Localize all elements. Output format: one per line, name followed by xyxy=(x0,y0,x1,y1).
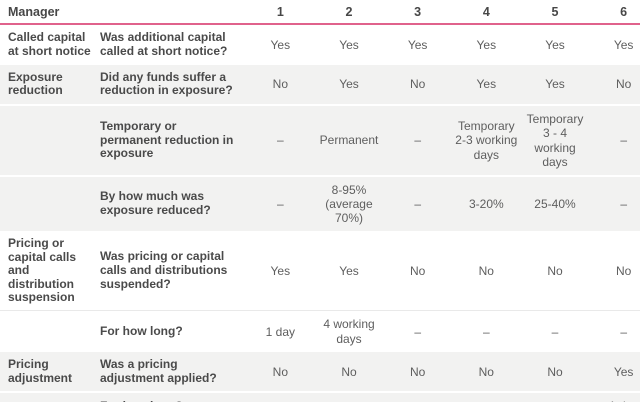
table-row: Exposure reduction Did any funds suffer a… xyxy=(0,64,640,105)
value-cell: Temporary 3 - 4 working days xyxy=(526,112,584,169)
manager-column-header: 5 xyxy=(551,5,559,19)
row-question: Did any funds suffer a reduction in expo… xyxy=(100,69,233,98)
value-cell: – xyxy=(551,324,559,339)
value-cell: No xyxy=(409,263,426,278)
value-cell: – xyxy=(414,324,421,339)
manager-column-header: 3 xyxy=(414,5,422,19)
value-cell: – xyxy=(620,324,627,339)
table-row: Called capital at short notice Was additi… xyxy=(0,25,640,65)
value-cell: Yes xyxy=(339,263,359,278)
value-cell: 25-40% xyxy=(534,196,576,211)
value-cell: Yes xyxy=(545,77,565,92)
value-cell: – xyxy=(620,196,627,211)
manager-header-label: Manager xyxy=(8,5,60,19)
row-group-label: Pricing adjustment xyxy=(8,357,73,385)
value-cell: No xyxy=(547,263,563,278)
value-cell: Yes xyxy=(270,37,291,52)
value-cell: 4 working days xyxy=(323,317,375,346)
manager-column-header: 2 xyxy=(345,5,353,19)
value-cell: Yes xyxy=(270,263,291,278)
row-question: Temporary or permanent reduction in expo… xyxy=(100,118,234,161)
row-question: By how much was exposure reduced? xyxy=(100,189,211,218)
table-row: Pricing or capital calls and distributio… xyxy=(0,231,640,310)
value-cell: No xyxy=(409,77,426,92)
value-cell: No xyxy=(409,364,426,379)
manager-column-header: 4 xyxy=(482,5,490,19)
value-cell: Yes xyxy=(407,37,428,52)
manager-column-header: 1 xyxy=(276,5,284,19)
value-cell: – xyxy=(521,399,590,402)
value-cell: No xyxy=(615,263,632,278)
value-cell: – xyxy=(315,399,384,402)
value-cell: – xyxy=(246,399,315,402)
value-cell: No xyxy=(615,77,632,92)
value-cell: 8-95% (average 70%) xyxy=(325,182,373,226)
value-cell: – xyxy=(620,133,627,148)
row-question: Was a pricing adjustment applied? xyxy=(100,356,217,385)
table-row: Pricing adjustment Was a pricing adjustme… xyxy=(0,351,640,392)
value-cell: Yes xyxy=(476,37,497,52)
value-cell: Yes xyxy=(339,37,359,52)
row-group-label: Called capital at short notice xyxy=(8,30,91,58)
row-question: For how long? xyxy=(100,399,246,402)
value-cell: 1 day xyxy=(265,324,295,339)
value-cell: – xyxy=(414,196,421,211)
row-group-label: Pricing or capital calls and distributio… xyxy=(8,236,77,305)
value-cell: – xyxy=(276,133,284,148)
value-cell: – xyxy=(383,399,452,402)
value-cell: Yes xyxy=(613,364,634,379)
value-cell: No xyxy=(478,364,494,379)
value-cell: No xyxy=(547,364,563,379)
value-cell: No xyxy=(341,364,357,379)
value-cell: 3-20% xyxy=(468,196,504,211)
value-cell: Yes xyxy=(339,77,359,92)
table-header-row: Manager 1 2 3 4 5 6 xyxy=(0,0,640,25)
value-cell: Yes xyxy=(476,77,497,92)
manager-column-header: 6 xyxy=(620,5,628,19)
table-row: For how long? 1 day 4 working days – – – – xyxy=(0,310,640,351)
table-row: For how long?–––––1 day xyxy=(0,391,640,402)
table-row: By how much was exposure reduced? – 8-95% … xyxy=(0,174,640,232)
value-cell: 1 day xyxy=(589,399,640,402)
row-question: For how long? xyxy=(100,323,183,338)
row-question: Was additional capital called at short n… xyxy=(100,30,228,58)
value-cell: – xyxy=(452,399,521,402)
value-cell: Permanent xyxy=(319,133,379,148)
value-cell: – xyxy=(414,133,421,148)
value-cell: – xyxy=(276,196,284,211)
value-cell: No xyxy=(272,364,288,379)
value-cell: Yes xyxy=(545,37,565,52)
value-cell: No xyxy=(272,77,288,92)
value-cell: – xyxy=(482,324,490,339)
row-question: Was pricing or capital calls and distrib… xyxy=(100,249,228,291)
value-cell: Temporary 2-3 working days xyxy=(455,119,518,162)
table-row: Temporary or permanent reduction in expo… xyxy=(0,104,640,175)
value-cell: No xyxy=(478,263,494,278)
row-group-label: Exposure reduction xyxy=(8,69,63,98)
value-cell: Yes xyxy=(613,37,634,52)
